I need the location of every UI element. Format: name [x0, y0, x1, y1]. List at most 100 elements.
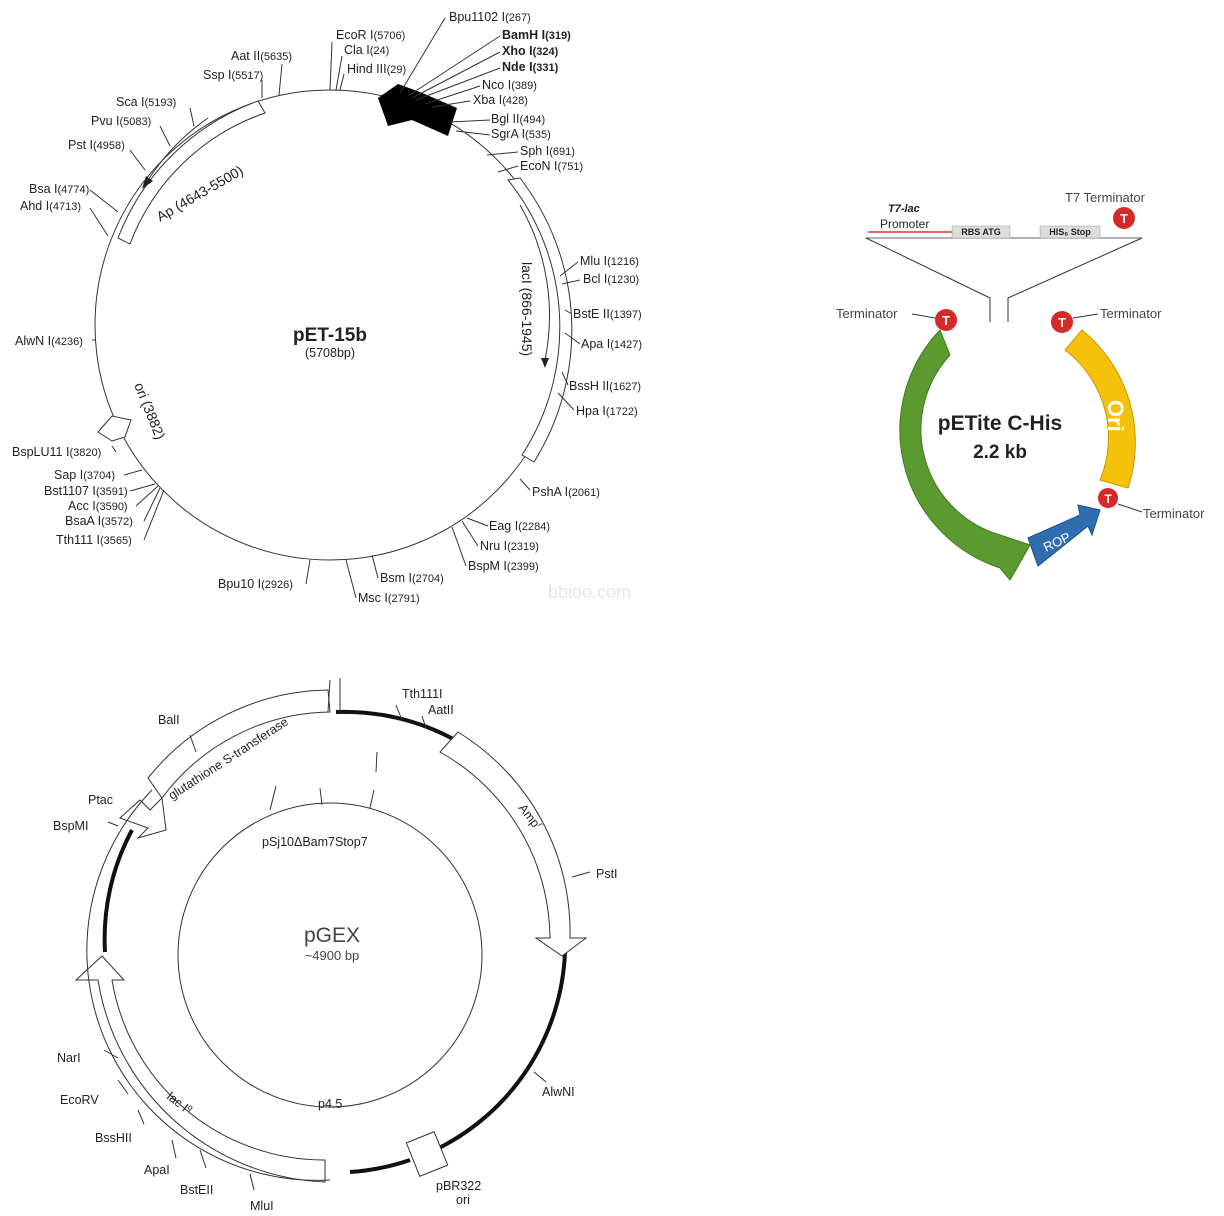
- ptac-label: Ptac: [88, 793, 113, 807]
- site-label: Hpa I(1722): [576, 404, 638, 418]
- his-stop-label: HIS₆ Stop: [1049, 227, 1091, 237]
- laci-arrow-line: [519, 204, 550, 361]
- terminator-bottom-leader: [1117, 503, 1143, 513]
- ori-label-petite: Ori: [1103, 400, 1128, 432]
- terminator-bottom-label: Terminator: [1143, 506, 1205, 521]
- site-label: BspLU11 I(3820): [12, 445, 101, 459]
- funnel-right: [1007, 237, 1143, 322]
- pgex-backbone-top: [335, 709, 456, 742]
- kan-gene-arc: [899, 329, 1031, 581]
- inner-top-label: pSj10ΔBam7Stop7: [262, 835, 368, 849]
- pgex-site-labels: Tth111I AatII PstI AlwNI BalI BspMI NarI…: [53, 687, 618, 1213]
- petite-map: T7-lac Promoter RBS ATG HIS₆ Stop T7 Ter…: [836, 190, 1205, 581]
- site-label: Bcl I(1230): [583, 272, 639, 286]
- pgex-backbone-left: [102, 829, 134, 953]
- site-label: Pst I(4958): [68, 138, 125, 152]
- promoter-label-2: Promoter: [880, 217, 929, 231]
- terminator-right-label: Terminator: [1100, 306, 1162, 321]
- pgex-map: glutathione S-transferase Ampr lac Iq: [53, 678, 618, 1213]
- pgex-middle-arc: [86, 789, 331, 1181]
- site-label: Ahd I(4713): [20, 199, 81, 213]
- kan-label: Kan: [863, 415, 898, 462]
- laci-gene-box: [507, 177, 573, 463]
- pet15b-leader-lines: [89, 17, 581, 599]
- pgex-backbone-bottom: [349, 1158, 411, 1174]
- site-label: Sph I(691): [520, 144, 575, 158]
- terminator-right-leader: [1072, 313, 1099, 319]
- ori-label: ori (3882): [131, 380, 168, 442]
- t7-terminator-label: T7 Terminator: [1065, 190, 1146, 205]
- site-label: EcoN I(751): [520, 159, 583, 173]
- pgex-inner-ticks: [269, 678, 378, 811]
- site-nari: NarI: [57, 1051, 81, 1065]
- site-label: Mlu I(1216): [580, 254, 639, 268]
- site-label: Hind III(29): [347, 62, 406, 76]
- site-label: Bst1107 I(3591): [44, 484, 128, 498]
- site-label: Nru I(2319): [480, 539, 539, 553]
- site-label: BssH II(1627): [569, 379, 641, 393]
- terminator-bottom-t: T: [1104, 492, 1112, 506]
- terminator-left-leader: [911, 313, 936, 319]
- site-label: Msc I(2791): [358, 591, 420, 605]
- site-label: Aat II(5635): [231, 49, 292, 63]
- amp-gene-arrow: [439, 731, 588, 957]
- site-bsteii: BstEII: [180, 1183, 213, 1197]
- gst-gene-box: [147, 689, 331, 799]
- laci-label: lacI (866-1945): [519, 262, 535, 356]
- pbr322-ori-label: ori: [456, 1193, 470, 1207]
- site-label: Bgl II(494): [491, 112, 545, 126]
- ori-gene-arc: [1064, 329, 1136, 489]
- rop-gene: [1027, 504, 1101, 567]
- site-label: Apa I(1427): [581, 337, 642, 351]
- site-label: Ssp I(5517): [203, 68, 263, 82]
- promoter-label-1: T7-lac: [888, 203, 920, 215]
- laci-gene-arrow: [74, 955, 326, 1183]
- site-label: Bpu1102 I(267): [449, 10, 531, 24]
- site-label: BstE II(1397): [573, 307, 642, 321]
- site-mlui: MluI: [250, 1199, 274, 1213]
- site-label: Acc I(3590): [68, 499, 128, 513]
- site-label: Bsm I(2704): [380, 571, 444, 585]
- rbs-atg-box: [951, 225, 1011, 239]
- pgex-inner-circle: [177, 802, 483, 1108]
- site-alwni: AlwNI: [542, 1085, 575, 1099]
- terminator-left-label: Terminator: [836, 306, 898, 321]
- pet15b-size: (5708bp): [305, 346, 355, 360]
- site-label: Tth111 I(3565): [56, 533, 132, 547]
- inner-bottom-label: p4.5: [318, 1097, 342, 1111]
- ap-arrow-head: [142, 176, 153, 189]
- his-stop-box: [1039, 225, 1101, 239]
- site-label: BsaA I(3572): [65, 514, 133, 528]
- pgex-site-ticks: [103, 704, 591, 1191]
- site-label: Pvu I(5083): [91, 114, 151, 128]
- terminator-left-t: T: [942, 313, 950, 328]
- site-label: Xho I(324): [502, 44, 559, 58]
- ori-marker: [97, 415, 132, 442]
- funnel-left: [865, 237, 991, 322]
- terminator-bottom-icon: [1098, 488, 1118, 508]
- pet15b-title: pET-15b: [293, 325, 367, 346]
- t7-promoter-arrow: [378, 84, 457, 136]
- petite-title: pETite C-His: [938, 412, 1062, 435]
- ap-arrow-line: [147, 117, 209, 181]
- site-label: Eag I(2284): [489, 519, 550, 533]
- site-label: BamH I(319): [502, 28, 571, 42]
- terminator-right-t: T: [1058, 315, 1066, 330]
- site-aatii: AatII: [428, 703, 454, 717]
- site-bsshii: BssHII: [95, 1131, 132, 1145]
- watermark: bbioo.com: [548, 582, 631, 602]
- rbs-atg-label: RBS ATG: [961, 227, 1001, 237]
- laci-arrow-head: [541, 358, 549, 368]
- site-label: EcoR I(5706): [336, 28, 405, 42]
- ptac-arrow: [119, 796, 167, 840]
- site-apai: ApaI: [144, 1163, 170, 1177]
- site-psti: PstI: [596, 867, 618, 881]
- pbr322-ori-box: [405, 1131, 449, 1177]
- site-label: Sca I(5193): [116, 95, 176, 109]
- t7-terminator-t: T: [1120, 211, 1128, 226]
- pbr322-label: pBR322: [436, 1179, 481, 1193]
- site-label: Nco I(389): [482, 78, 537, 92]
- pet15b-site-labels: Bpu1102 I(267) BamH I(319) Xho I(324) Nd…: [12, 10, 642, 605]
- site-label: Sap I(3704): [54, 468, 115, 482]
